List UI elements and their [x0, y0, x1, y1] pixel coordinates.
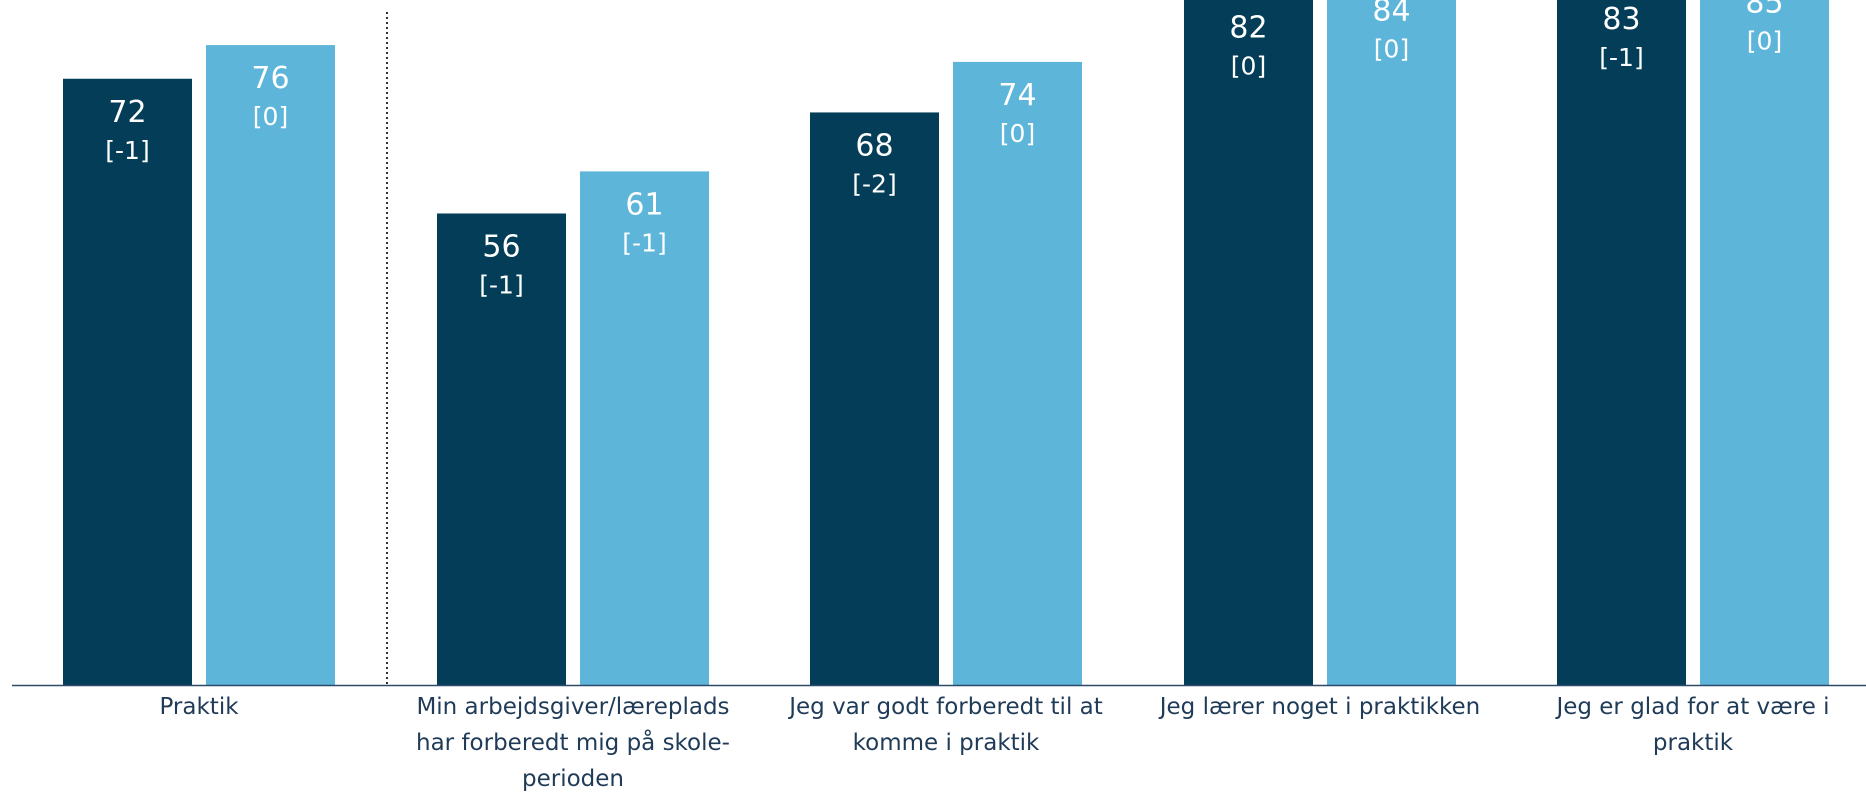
bar-change-label: [-1] [479, 270, 523, 299]
category-label: Jeg lærer noget i praktikken [1150, 689, 1490, 725]
category-label-line: Jeg var godt forberedt til at [789, 694, 1103, 720]
category-label: Praktik [29, 689, 369, 725]
bar-s2-4 [1327, 0, 1456, 686]
bar-value-label: 74 [998, 78, 1036, 113]
category-label: Jeg var godt forberedt til at komme i pra… [776, 689, 1116, 761]
category-label-line: komme i praktik [852, 730, 1040, 756]
bar-s1-4 [1184, 0, 1313, 686]
category-label-line: har forberedt mig på skole- [416, 730, 730, 756]
bar-s2-1 [206, 45, 335, 685]
bar-change-label: [0] [1231, 52, 1266, 81]
category-label: Min arbejdsgiver/læreplads har forberedt … [403, 689, 743, 797]
bar-change-label: [-1] [622, 228, 666, 257]
bar-value-label: 72 [108, 95, 146, 130]
bar-s2-5 [1700, 0, 1829, 686]
bar-s2-2 [580, 171, 709, 685]
bar-change-label: [-2] [852, 169, 896, 198]
bar-s2-3 [953, 61, 1082, 686]
bar-value-label: 84 [1372, 0, 1410, 29]
category-label-line: praktik [1652, 730, 1734, 756]
bar-s1-5 [1557, 0, 1686, 685]
bars-group: 72 [-1] 56 [-1] 68 [-2] 82 [0] 83 [-1] 76 [0] 61 [-1]… [63, 0, 1829, 686]
bar-change-label: [0] [1374, 35, 1409, 64]
bar-value-label: 68 [855, 128, 893, 163]
bar-change-label: [0] [1000, 119, 1035, 148]
bar-s1-1 [63, 78, 192, 685]
bar-s1-2 [437, 213, 566, 686]
category-label-line: Jeg er glad for at være i [1556, 694, 1830, 720]
bar-value-label: 76 [251, 61, 289, 96]
bar-value-label: 56 [482, 229, 520, 264]
bar-change-label: [0] [253, 102, 288, 131]
bar-s1-3 [810, 112, 939, 685]
bar-change-label: [0] [1747, 26, 1782, 55]
bar-value-label: 61 [625, 187, 663, 222]
category-label: Jeg er glad for at være i praktik [1523, 689, 1863, 761]
bar-value-label: 82 [1229, 11, 1267, 46]
bar-change-label: [-1] [1599, 43, 1643, 72]
bar-change-label: [-1] [105, 136, 149, 165]
bar-value-label: 85 [1745, 0, 1783, 20]
bar-value-label: 83 [1602, 2, 1640, 37]
category-label-line: perioden [522, 766, 624, 792]
category-label-line: Praktik [159, 694, 239, 720]
category-label-line: Min arbejdsgiver/læreplads [416, 694, 730, 720]
category-label-line: Jeg lærer noget i praktikken [1159, 694, 1481, 720]
